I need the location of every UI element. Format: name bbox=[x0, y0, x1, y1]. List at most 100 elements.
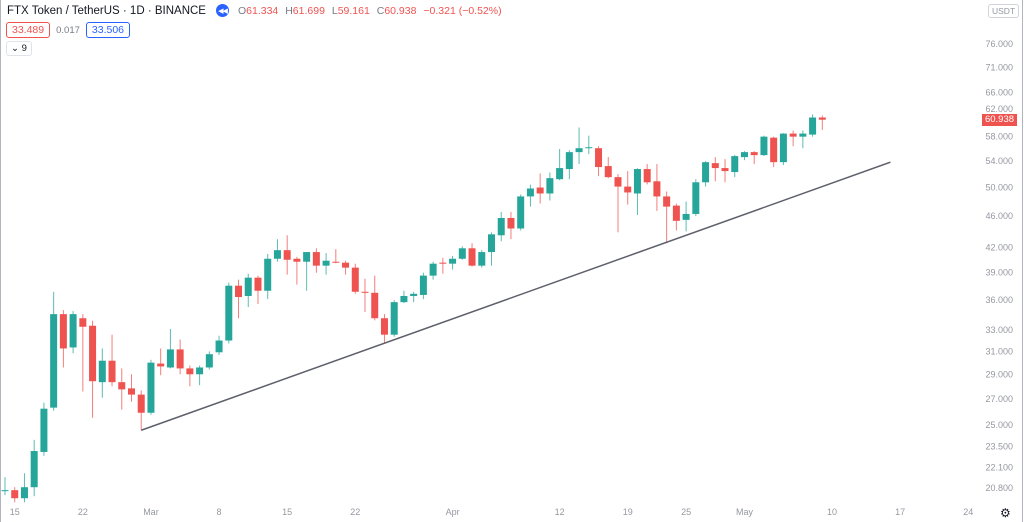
candle-body bbox=[244, 277, 252, 296]
currency-button[interactable]: USDT bbox=[988, 4, 1020, 18]
candle bbox=[361, 278, 369, 313]
candle-body bbox=[361, 291, 369, 293]
change-value: −0.321 (−0.52%) bbox=[423, 4, 502, 17]
candle bbox=[166, 328, 174, 369]
close-value: 60.938 bbox=[384, 4, 417, 17]
candle bbox=[604, 157, 612, 179]
candle bbox=[789, 130, 797, 147]
rewind-icon[interactable]: ◀◀ bbox=[215, 4, 229, 17]
candle-body bbox=[215, 340, 223, 353]
chevron-down-icon: ⌄ bbox=[11, 43, 19, 54]
candle-body bbox=[225, 285, 233, 341]
symbol-title[interactable]: FTX Token / TetherUS · 1D · BINANCE bbox=[7, 4, 206, 17]
candle-body bbox=[1, 490, 9, 492]
indicators-toggle-button[interactable]: ⌄ 9 bbox=[6, 41, 32, 56]
date-label: 8 bbox=[217, 507, 222, 517]
candle bbox=[779, 133, 787, 166]
candle-body bbox=[604, 166, 612, 178]
candle-body bbox=[449, 258, 457, 264]
trendline[interactable] bbox=[140, 161, 891, 431]
candle-body bbox=[351, 267, 359, 292]
candle bbox=[507, 211, 515, 240]
trendline-layer[interactable] bbox=[140, 161, 891, 431]
candle-body bbox=[89, 325, 97, 382]
candle-body bbox=[283, 250, 291, 260]
candle bbox=[497, 211, 505, 242]
gear-icon[interactable]: ⚙ bbox=[1000, 506, 1011, 520]
candle-body bbox=[20, 487, 28, 499]
candle-body bbox=[643, 169, 651, 183]
candle-body bbox=[478, 252, 486, 266]
price-label: 62.000 bbox=[985, 104, 1013, 114]
candle bbox=[89, 320, 97, 418]
candle bbox=[536, 173, 544, 204]
candle bbox=[322, 252, 330, 275]
candle bbox=[595, 146, 603, 177]
candle-body bbox=[731, 156, 739, 173]
candle-body bbox=[69, 314, 77, 348]
price-label: 29.000 bbox=[985, 369, 1013, 379]
buy-button[interactable]: 33.506 bbox=[85, 22, 131, 38]
candle bbox=[244, 273, 252, 308]
last-price-tag: 60.938 bbox=[982, 114, 1017, 126]
candle bbox=[672, 203, 680, 231]
price-axis[interactable]: 76.000 71.000 66.000 62.000 58.000 54.000 50.0… bbox=[985, 39, 1013, 493]
candle-body bbox=[585, 147, 593, 149]
candle-body bbox=[273, 250, 281, 259]
candle-body bbox=[59, 314, 67, 349]
candle-body bbox=[809, 117, 817, 135]
price-label: 27.000 bbox=[985, 394, 1013, 404]
date-label: 10 bbox=[827, 507, 837, 517]
symbol-legend: FTX Token / TetherUS · 1D · BINANCE ◀◀ O… bbox=[7, 4, 506, 17]
candle bbox=[176, 339, 184, 375]
candle bbox=[663, 191, 671, 244]
high-label: H bbox=[285, 4, 293, 17]
price-label: 22.100 bbox=[985, 462, 1013, 472]
candle bbox=[556, 148, 564, 181]
price-label: 50.000 bbox=[985, 183, 1013, 193]
candle-body bbox=[196, 367, 204, 375]
candle-body bbox=[118, 382, 126, 390]
candle bbox=[643, 164, 651, 185]
time-axis[interactable]: 15 22 Mar 8 15 22 Apr 12 19 25 May 10 17 24 bbox=[10, 507, 974, 517]
date-label: May bbox=[736, 507, 754, 517]
candle bbox=[682, 201, 690, 232]
candle-body bbox=[30, 451, 38, 488]
candle bbox=[303, 252, 311, 291]
candle bbox=[740, 151, 748, 161]
candle-body bbox=[127, 388, 135, 395]
candle bbox=[400, 290, 408, 304]
candle bbox=[614, 174, 622, 233]
candle-body bbox=[98, 360, 106, 383]
candle-body bbox=[536, 187, 544, 194]
candle bbox=[585, 135, 593, 155]
candle bbox=[818, 115, 826, 130]
indicators-count: 9 bbox=[21, 43, 27, 54]
candle-body bbox=[166, 349, 174, 368]
candle bbox=[478, 250, 486, 268]
candle bbox=[235, 279, 243, 319]
candle-body bbox=[147, 362, 155, 413]
candle-body bbox=[672, 205, 680, 221]
price-label: 31.000 bbox=[985, 346, 1013, 356]
candle bbox=[458, 246, 466, 260]
candle-body bbox=[750, 152, 758, 156]
candle bbox=[750, 151, 758, 165]
price-label: 25.000 bbox=[985, 420, 1013, 430]
sell-button[interactable]: 33.489 bbox=[6, 22, 51, 38]
candle-body bbox=[488, 234, 495, 253]
candle-body bbox=[293, 258, 301, 262]
candles-layer bbox=[1, 114, 826, 503]
close-label: C bbox=[376, 4, 385, 17]
candle bbox=[50, 291, 58, 411]
candle bbox=[731, 154, 739, 178]
candle-body bbox=[517, 196, 525, 229]
price-label: 36.000 bbox=[985, 295, 1013, 305]
candle-body bbox=[303, 252, 311, 262]
ohlc-values: O61.334 H61.699 L59.161 C60.938 −0.321 (… bbox=[238, 5, 506, 17]
trade-buttons: 33.489 0.017 33.506 bbox=[6, 22, 131, 38]
candle bbox=[30, 439, 38, 497]
candle bbox=[380, 314, 388, 344]
candle-body bbox=[50, 314, 58, 408]
